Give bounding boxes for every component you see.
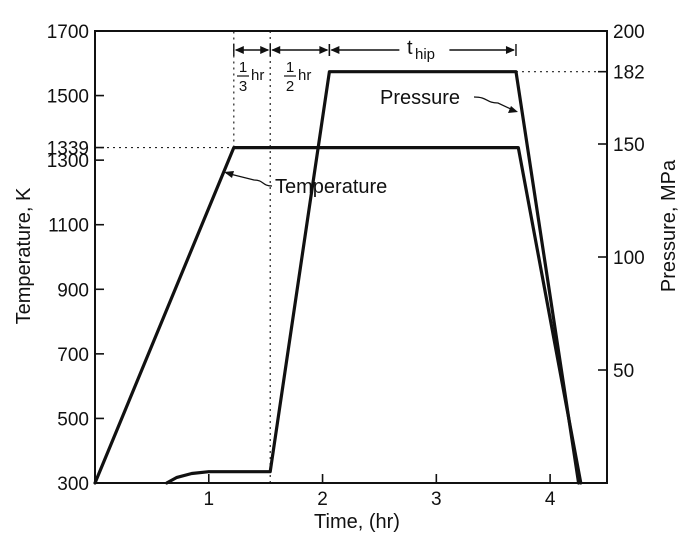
y-right-tick-label: 150 bbox=[613, 135, 645, 156]
y-left-tick-label: 1700 bbox=[47, 22, 89, 43]
hold-time-subscript: hip bbox=[415, 46, 435, 63]
interval-1-unit: hr bbox=[251, 67, 264, 84]
x-tick-label: 2 bbox=[317, 489, 328, 510]
x-axis-title: Time, (hr) bbox=[314, 511, 400, 533]
plot-frame bbox=[94, 30, 608, 484]
y-left-tick-label: 900 bbox=[57, 280, 89, 301]
y-right-tick-label: 200 bbox=[613, 22, 645, 43]
tick-marks bbox=[95, 30, 607, 484]
pressure-line bbox=[165, 70, 581, 485]
interval_1-arrowhead-right bbox=[260, 46, 270, 54]
y-left-tick-label: 1500 bbox=[47, 87, 89, 108]
x-tick-label: 1 bbox=[203, 489, 214, 510]
interval_2-arrowhead-right bbox=[319, 46, 329, 54]
temperature-label: Temperature bbox=[275, 176, 387, 198]
pressure-label: Pressure bbox=[380, 87, 460, 109]
temperature-line bbox=[93, 146, 583, 485]
interval_1-arrowhead-left bbox=[234, 46, 244, 54]
y-right-tick-label: 100 bbox=[613, 248, 645, 269]
y-axis-left-title: Temperature, K bbox=[13, 187, 35, 324]
x-tick-label: 4 bbox=[545, 489, 556, 510]
y-right-tick-label: 182 bbox=[613, 63, 645, 84]
interval-2-label: 1 2 hr bbox=[284, 59, 311, 95]
y-left-tick-label: 500 bbox=[57, 409, 89, 430]
x-tick-label: 3 bbox=[431, 489, 442, 510]
reference-lines bbox=[95, 31, 607, 483]
interval-1-numerator: 1 bbox=[239, 59, 247, 76]
hold-time-symbol: t bbox=[407, 37, 413, 59]
y-left-tick-label: 700 bbox=[57, 345, 89, 366]
interval_2-arrowhead-left bbox=[271, 46, 281, 54]
interval-arrows bbox=[233, 44, 517, 56]
pressure-leader bbox=[473, 96, 516, 112]
interval-2-unit: hr bbox=[298, 67, 311, 84]
interval-2-numerator: 1 bbox=[286, 59, 294, 76]
hold-arrowhead-right bbox=[505, 46, 515, 54]
y-left-tick-label: 1100 bbox=[48, 216, 89, 237]
interval-2-denominator: 2 bbox=[286, 78, 294, 95]
hold-time-label: t hip bbox=[407, 37, 435, 63]
temperature-leader-arrowhead bbox=[224, 171, 234, 178]
hold-arrowhead-left bbox=[330, 46, 340, 54]
y-left-tick-label: 300 bbox=[57, 474, 89, 495]
y-left-tick-label: 1300 bbox=[47, 151, 89, 172]
temperature-leader bbox=[225, 172, 273, 187]
data-series bbox=[93, 70, 583, 485]
y-left-tick-label: 1339 bbox=[47, 139, 89, 160]
pressure-leader-arrowhead bbox=[508, 106, 518, 113]
y-axis-right-title: Pressure, MPa bbox=[658, 159, 680, 292]
y-right-tick-label: 50 bbox=[613, 361, 634, 382]
interval-1-denominator: 3 bbox=[239, 78, 247, 95]
interval-1-label: 1 3 hr bbox=[237, 59, 264, 95]
